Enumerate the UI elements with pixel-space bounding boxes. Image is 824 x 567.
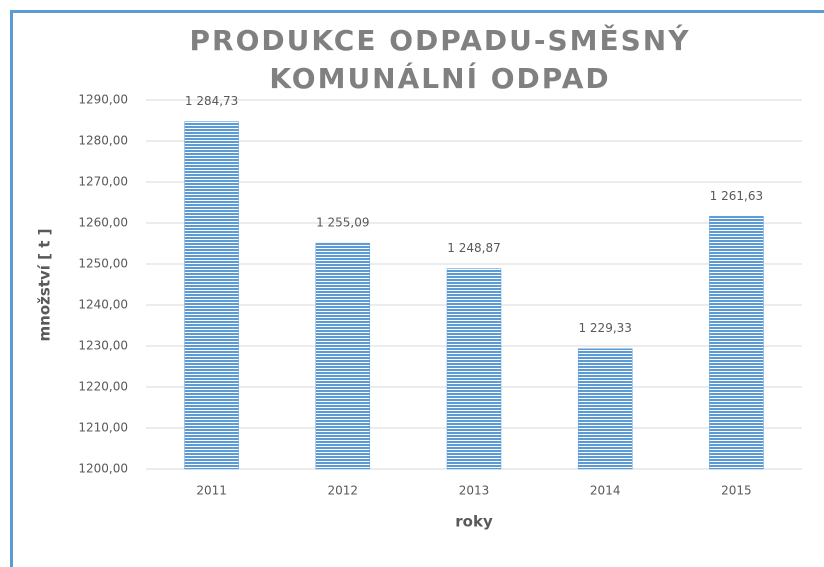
- bar: [709, 216, 764, 470]
- x-tick-label: 2014: [590, 484, 621, 498]
- bar: [184, 121, 239, 470]
- y-tick-label: 1220,00: [78, 380, 128, 394]
- x-tick-label: 2015: [721, 484, 752, 498]
- data-label: 1 229,33: [578, 321, 631, 335]
- y-tick-label: 1260,00: [78, 216, 128, 230]
- x-tick-label: 2012: [328, 484, 359, 498]
- y-tick-label: 1230,00: [78, 339, 128, 353]
- bar: [446, 268, 502, 470]
- frame: [10, 10, 824, 567]
- data-label: 1 284,73: [185, 94, 238, 108]
- y-axis-label: množství [ t ]: [36, 229, 54, 342]
- x-axis-label: roky: [455, 513, 493, 531]
- data-label: 1 248,87: [447, 241, 500, 255]
- bar: [315, 242, 371, 470]
- bar: [577, 348, 633, 470]
- data-label: 1 261,63: [710, 189, 763, 203]
- y-tick-label: 1210,00: [78, 421, 128, 435]
- x-tick-label: 2013: [459, 484, 490, 498]
- y-tick-label: 1200,00: [78, 462, 128, 476]
- y-tick-label: 1250,00: [78, 257, 128, 271]
- y-tick-label: 1280,00: [78, 134, 128, 148]
- chart-title: PRODUKCE ODPADU-SMĚSNÝ KOMUNÁLNÍ ODPAD: [189, 24, 691, 95]
- data-label: 1 255,09: [316, 216, 369, 230]
- y-tick-label: 1270,00: [78, 175, 128, 189]
- y-tick-label: 1240,00: [78, 298, 128, 312]
- x-tick-label: 2011: [196, 484, 227, 498]
- y-tick-label: 1290,00: [78, 93, 128, 107]
